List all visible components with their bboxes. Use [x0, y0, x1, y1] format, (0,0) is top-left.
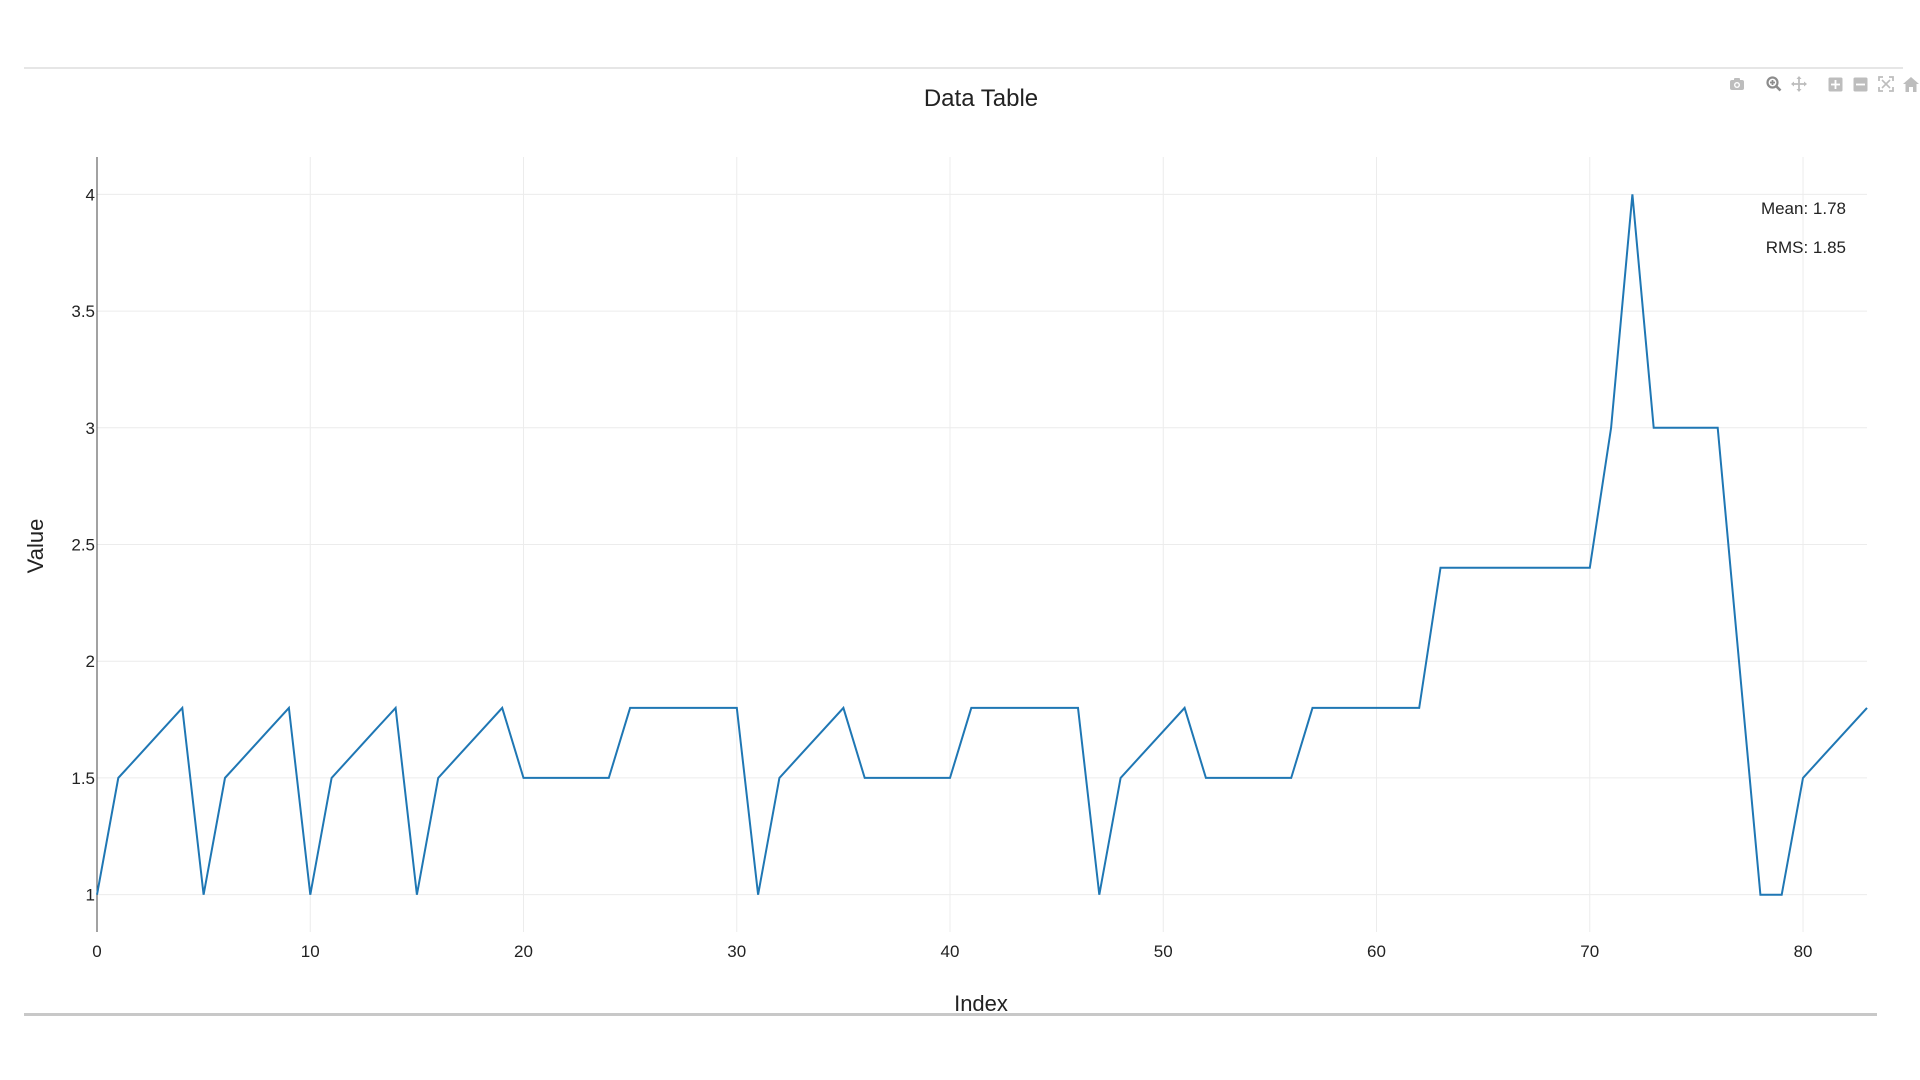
y-tick-labels: 1 1.5 2 2.5 3 3.5 4 [71, 185, 95, 904]
y-tick-label: 2 [86, 652, 95, 671]
y-tick-label: 3.5 [71, 302, 95, 321]
chart-title: Data Table [924, 85, 1038, 112]
x-tick-label: 20 [514, 942, 533, 961]
mean-annotation: Mean: 1.78 [1761, 199, 1846, 218]
x-tick-label: 50 [1154, 942, 1173, 961]
zoom-out-icon[interactable] [1848, 74, 1873, 94]
x-tick-label: 60 [1367, 942, 1386, 961]
y-tick-label: 4 [86, 185, 95, 204]
y-tick-label: 3 [86, 419, 95, 438]
x-tick-label: 80 [1794, 942, 1813, 961]
x-tick-labels: 0 10 20 30 40 50 60 70 80 [92, 942, 1812, 961]
x-tick-label: 30 [727, 942, 746, 961]
y-tick-label: 2.5 [71, 536, 95, 555]
x-tick-label: 10 [301, 942, 320, 961]
autoscale-icon[interactable] [1873, 74, 1898, 94]
zoom-in-icon[interactable] [1823, 74, 1848, 94]
pan-icon[interactable] [1786, 74, 1811, 94]
zoom-icon[interactable] [1761, 74, 1786, 94]
home-icon[interactable] [1898, 74, 1920, 94]
y-gridlines [97, 193, 1867, 896]
y-axis-label: Value [23, 519, 48, 574]
y-tick-label: 1 [86, 886, 95, 905]
rms-annotation: RMS: 1.85 [1766, 238, 1846, 257]
camera-icon[interactable] [1724, 74, 1749, 94]
y-tick-label: 1.5 [71, 769, 95, 788]
modebar [1724, 74, 1920, 94]
series-line [96, 194, 1868, 896]
bottom-divider [24, 1013, 1877, 1016]
x-tick-label: 40 [941, 942, 960, 961]
top-divider [24, 67, 1903, 69]
x-axis-label: Index [954, 991, 1008, 1016]
x-tick-label: 70 [1580, 942, 1599, 961]
x-tick-label: 0 [92, 942, 101, 961]
